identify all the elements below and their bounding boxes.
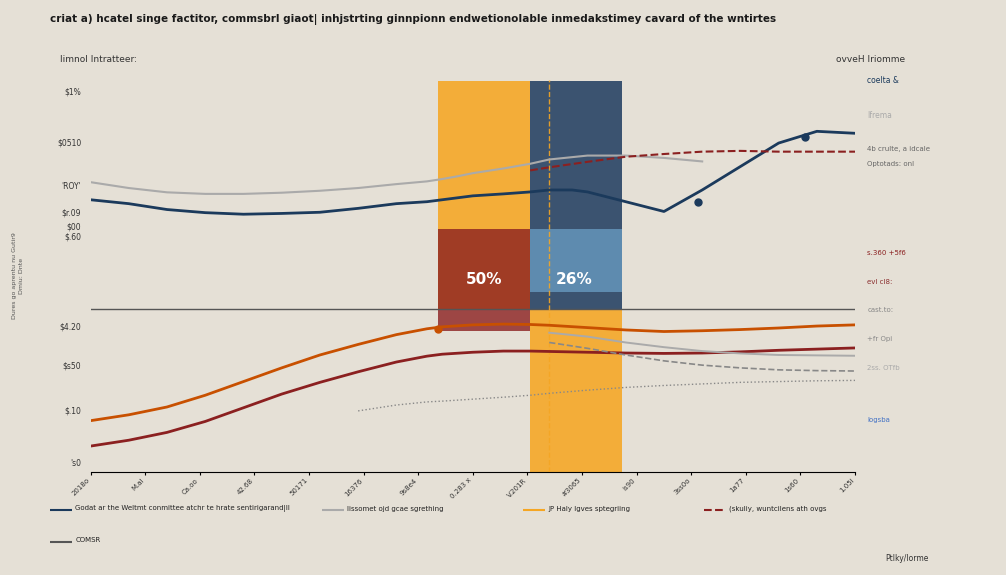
Text: ovveH Iriomme: ovveH Iriomme bbox=[836, 55, 905, 64]
Text: lissomet ojd gcae sgrething: lissomet ojd gcae sgrething bbox=[347, 506, 444, 512]
Text: 4b crulte, a idcale: 4b crulte, a idcale bbox=[867, 147, 931, 152]
Text: limnol Intratteer:: limnol Intratteer: bbox=[60, 55, 138, 64]
Text: cast.to:: cast.to: bbox=[867, 308, 893, 313]
Text: 'ROY': 'ROY' bbox=[61, 182, 81, 190]
Text: 's0: 's0 bbox=[70, 459, 81, 468]
Text: $.60: $.60 bbox=[64, 232, 81, 242]
Bar bbox=[439, 229, 530, 331]
Text: 26%: 26% bbox=[556, 273, 593, 288]
Text: criat a) hcatel singe factitor, commsbrl giaot| inhjstrting ginnpionn endwetiono: criat a) hcatel singe factitor, commsbrl… bbox=[50, 14, 777, 25]
Text: Optotads: onl: Optotads: onl bbox=[867, 161, 914, 167]
Text: $4.20: $4.20 bbox=[59, 323, 81, 331]
Text: logsba: logsba bbox=[867, 417, 890, 423]
Text: $s50: $s50 bbox=[62, 362, 81, 370]
Text: $.10: $.10 bbox=[64, 407, 81, 415]
Text: coelta &: coelta & bbox=[867, 76, 899, 85]
Text: 2ss. OTfb: 2ss. OTfb bbox=[867, 365, 899, 371]
Text: 50%: 50% bbox=[466, 273, 503, 288]
Text: (skuliy, wuntcilens ath ovgs: (skuliy, wuntcilens ath ovgs bbox=[729, 505, 827, 512]
Text: s.360 +5f6: s.360 +5f6 bbox=[867, 250, 906, 256]
Bar bbox=[530, 229, 622, 292]
Bar bbox=[530, 81, 622, 309]
Bar bbox=[439, 81, 530, 309]
Text: JP Haly lgves sptegriing: JP Haly lgves sptegriing bbox=[548, 506, 631, 512]
Text: COMSR: COMSR bbox=[75, 538, 101, 543]
Text: $1%: $1% bbox=[64, 88, 81, 97]
Text: $00: $00 bbox=[66, 223, 81, 232]
Text: Ifrema: Ifrema bbox=[867, 110, 892, 120]
Text: $r.09: $r.09 bbox=[61, 209, 81, 218]
Text: +fr Opi: +fr Opi bbox=[867, 336, 892, 342]
Text: evl cl8:: evl cl8: bbox=[867, 279, 892, 285]
Text: Godat ar the Weltmt conmittee atchr te hrate sentirigarand|ll: Godat ar the Weltmt conmittee atchr te h… bbox=[75, 505, 291, 512]
Text: $0510: $0510 bbox=[57, 139, 81, 148]
Bar bbox=[530, 309, 622, 472]
Text: Dures go aprentu nu Gutir9
Dmiu: Dnte: Dures go aprentu nu Gutir9 Dmiu: Dnte bbox=[12, 232, 24, 320]
Text: Ptlky/Iorme: Ptlky/Iorme bbox=[885, 554, 929, 562]
